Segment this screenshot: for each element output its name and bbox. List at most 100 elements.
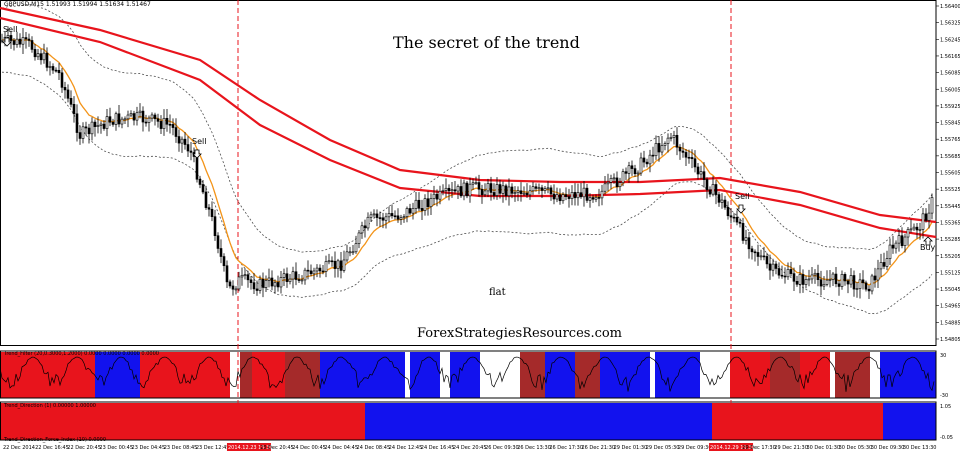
candle-body — [126, 114, 130, 120]
candle-body — [660, 145, 664, 153]
candle-body — [600, 190, 604, 199]
candle-body — [843, 274, 847, 282]
trend-filter-line — [0, 356, 935, 392]
price-axis-label: 1.55845 — [940, 121, 960, 127]
candle-body — [357, 232, 361, 244]
candle-body — [864, 282, 868, 290]
candle-body — [18, 38, 22, 45]
candle-body — [927, 212, 931, 221]
candle-body — [540, 187, 544, 191]
candle-body — [612, 177, 616, 180]
time-axis-label: 26 Dec 09:30 — [485, 445, 519, 451]
time-axis-label: 23 Dec 00:45 — [99, 445, 133, 451]
candle-body — [441, 190, 445, 192]
candle-body — [105, 116, 109, 129]
candle-body — [594, 197, 598, 200]
candle-body — [207, 207, 211, 210]
candle-body — [624, 171, 628, 174]
candle-body — [732, 216, 736, 219]
candle-body — [270, 277, 274, 287]
candle-body — [492, 192, 496, 196]
candle-body — [468, 183, 472, 197]
candle-body — [930, 197, 934, 214]
candle-body — [249, 279, 253, 283]
buy-signal-label: Buy — [920, 243, 936, 252]
time-axis-label: 30 Dec 05:30 — [839, 445, 873, 451]
candle-body — [93, 121, 97, 127]
candle-body — [894, 242, 898, 249]
main-panel-frame — [0, 0, 937, 346]
candle-body — [351, 251, 355, 254]
candle-body — [465, 182, 469, 197]
candle-body — [576, 192, 580, 199]
symbol-info: GBPUSD,M15 1.51993 1.51994 1.51634 1.514… — [4, 1, 151, 8]
candle-body — [315, 267, 319, 272]
candle-body — [381, 217, 385, 221]
indicator2-label: Trend_Direction (1) 0.00000 1.00000 — [4, 403, 96, 409]
price-axis-label: 1.55685 — [940, 154, 960, 160]
candle-body — [567, 196, 571, 199]
indicator1-label: Trend_Filter (20,0.3000,1.2000) 0.0000 0… — [4, 351, 159, 357]
candle-body — [186, 144, 190, 152]
candle-body — [786, 269, 790, 278]
candle-body — [855, 288, 859, 290]
candle-body — [702, 171, 706, 180]
candle-body — [798, 274, 802, 285]
price-axis-label: 1.55445 — [940, 204, 960, 210]
candle-body — [30, 40, 34, 50]
candle-body — [285, 273, 289, 282]
candle-body — [720, 199, 724, 203]
candle-body — [21, 37, 25, 45]
trend-filter-block — [600, 352, 650, 398]
candle-body — [627, 165, 631, 174]
sell-arrow-icon — [736, 204, 746, 214]
price-axis-label: 1.55925 — [940, 104, 960, 110]
candle-body — [414, 199, 418, 209]
candle-body — [618, 182, 622, 188]
candle-body — [639, 157, 643, 174]
candle-body — [435, 193, 439, 200]
candle-body — [537, 187, 541, 190]
candle-body — [870, 275, 874, 292]
candle-body — [354, 243, 358, 253]
candle-body — [453, 189, 457, 192]
candle-body — [873, 275, 877, 281]
trend-filter-block — [252, 352, 285, 398]
candle-body — [432, 193, 436, 199]
price-axis-label: 1.56400 — [940, 4, 960, 10]
candle-body — [252, 282, 256, 290]
candle-body — [651, 154, 655, 157]
indicator3-label: Trend_Direction_Force_Index (10) 0.0000 — [4, 437, 107, 443]
candle-body — [555, 194, 559, 200]
sell-arrow-icon — [192, 149, 202, 159]
candle-body — [792, 273, 796, 282]
candle-body — [633, 168, 637, 175]
time-axis-label: 24 Dec 12:45 — [389, 445, 423, 451]
candle-body — [57, 70, 61, 74]
time-axis-label: 2014.12.23 15:30 — [228, 445, 273, 451]
candle-body — [366, 216, 370, 229]
price-axis-label: 1.54965 — [940, 304, 960, 310]
candle-body — [423, 198, 427, 211]
candle-body — [375, 213, 379, 218]
candle-body — [96, 125, 100, 127]
candle-body — [327, 260, 331, 263]
candle-body — [222, 256, 226, 267]
candle-body — [495, 184, 499, 196]
candle-body — [288, 278, 292, 282]
candle-body — [552, 193, 556, 200]
candle-body — [918, 229, 922, 231]
candle-body — [921, 213, 925, 230]
candle-body — [174, 127, 178, 137]
price-axis-label: 1.56245 — [940, 37, 960, 43]
candle-body — [714, 184, 718, 195]
candle-body — [534, 186, 538, 189]
candle-body — [765, 256, 769, 265]
candle-body — [675, 134, 679, 148]
price-axis-label: 1.55765 — [940, 137, 960, 143]
candle-body — [198, 178, 202, 185]
candle-body — [729, 215, 733, 218]
candle-body — [744, 237, 748, 241]
